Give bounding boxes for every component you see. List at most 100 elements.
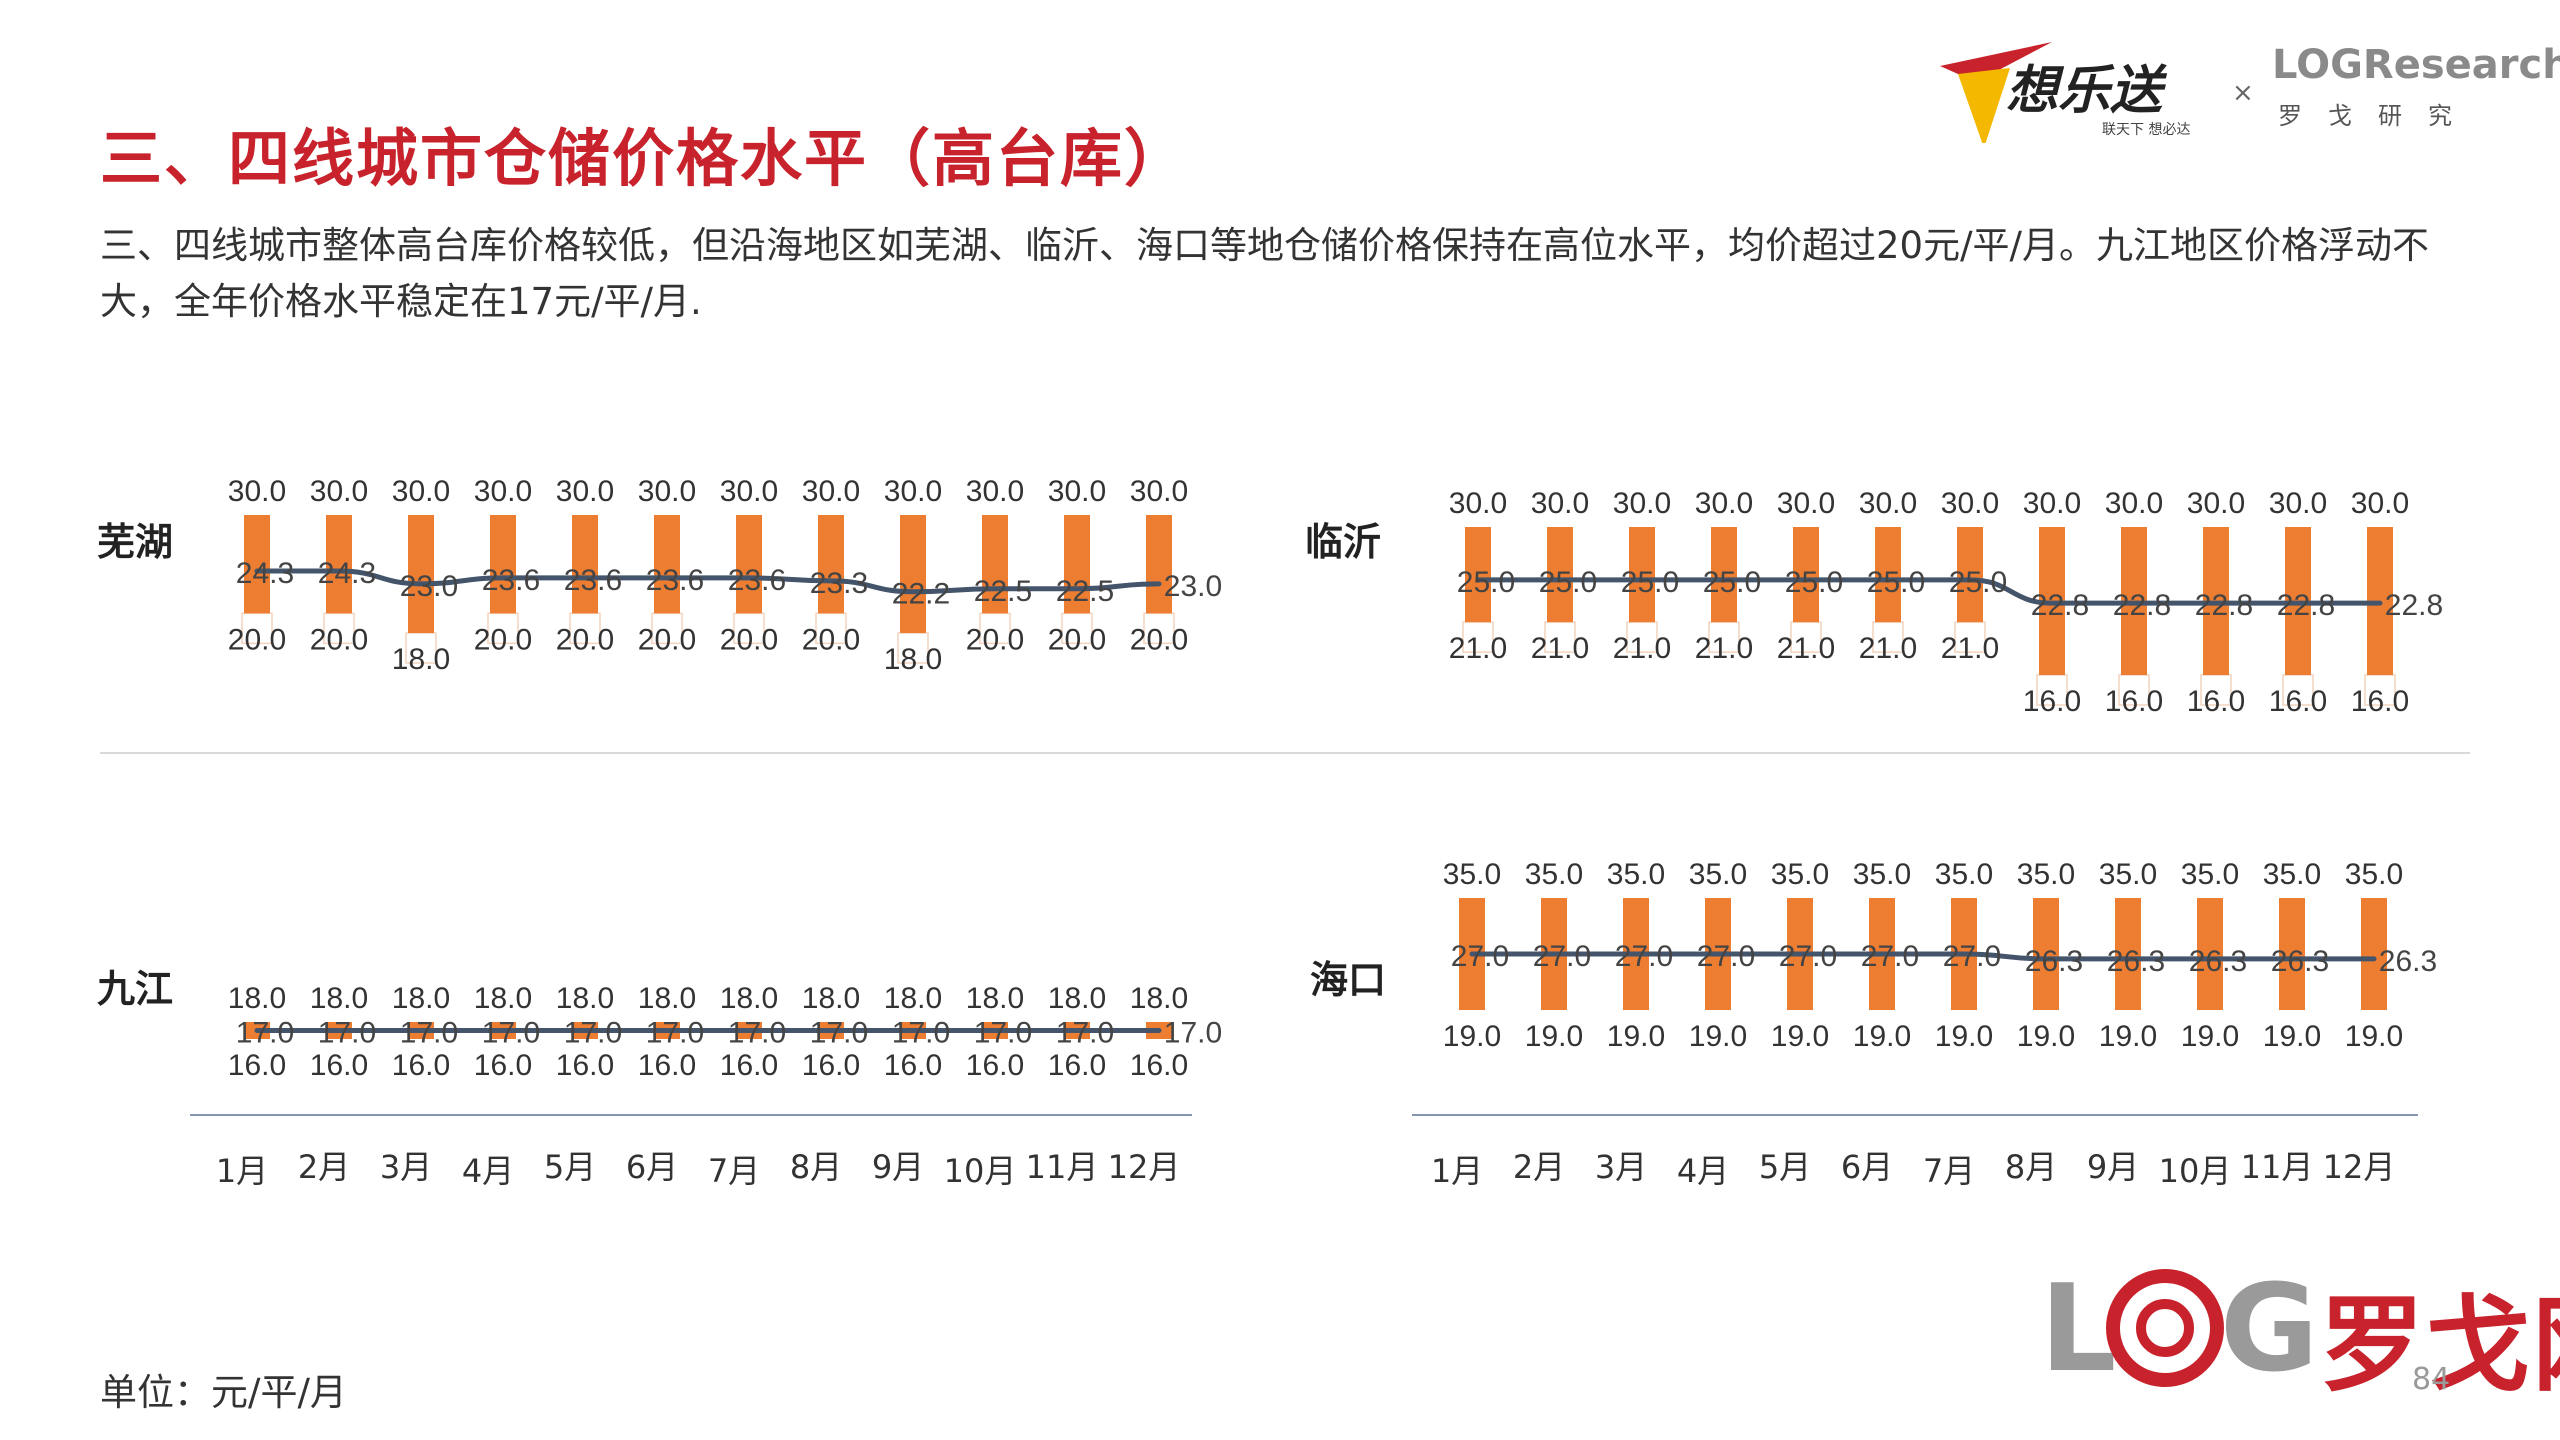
chart-3: 九江 18.016.017.018.016.017.018.016.017.018… <box>97 967 1222 1190</box>
logo-times: × <box>2232 78 2254 108</box>
bar <box>1629 527 1655 623</box>
month-tick: 7月 <box>708 1152 760 1190</box>
label-low: 20.0 <box>966 623 1024 656</box>
label-high: 18.0 <box>802 982 860 1015</box>
label-high: 18.0 <box>1130 982 1188 1015</box>
label-avg: 17.0 <box>892 1017 950 1050</box>
month-tick: 7月 <box>1923 1152 1975 1190</box>
month-tick: 2月 <box>298 1148 350 1186</box>
label-avg: 22.8 <box>2385 589 2443 622</box>
label-avg: 17.0 <box>646 1017 704 1050</box>
svg-text:L: L <box>2040 1260 2116 1399</box>
chart-1: 芜湖 30.0 20.0 24.3 30.0 20.0 24.3 30.0 18.0 23.0 30… <box>97 475 1222 676</box>
month-tick: 5月 <box>544 1148 596 1186</box>
label-avg: 17.0 <box>728 1017 786 1050</box>
bar <box>2115 898 2141 1010</box>
bar <box>1547 527 1573 623</box>
label-low: 19.0 <box>1689 1020 1747 1053</box>
label-avg: 25.0 <box>1621 566 1679 599</box>
label-avg: 22.5 <box>974 575 1032 608</box>
label-low: 16.0 <box>228 1049 286 1082</box>
label-low: 19.0 <box>1853 1020 1911 1053</box>
label-high: 35.0 <box>2017 858 2075 891</box>
label-high: 30.0 <box>2187 487 2245 520</box>
label-avg: 17.0 <box>482 1017 540 1050</box>
bar <box>2361 898 2387 1010</box>
label-high: 18.0 <box>556 982 614 1015</box>
label-avg: 22.5 <box>1056 575 1114 608</box>
month-tick: 8月 <box>2005 1148 2057 1186</box>
month-tick: 4月 <box>1677 1152 1729 1190</box>
unit-label: 单位：元/平/月 <box>100 1371 347 1414</box>
city-label: 临沂 <box>1305 520 1381 564</box>
label-avg: 17.0 <box>400 1017 458 1050</box>
label-avg: 22.8 <box>2195 589 2253 622</box>
label-high: 35.0 <box>2181 858 2239 891</box>
label-low: 16.0 <box>884 1049 942 1082</box>
page-number: 84 <box>2412 1362 2451 1397</box>
month-tick: 4月 <box>462 1152 514 1190</box>
label-avg: 22.8 <box>2113 589 2171 622</box>
bar <box>900 515 926 633</box>
label-low: 20.0 <box>1048 623 1106 656</box>
label-high: 30.0 <box>966 475 1024 508</box>
label-high: 30.0 <box>556 475 614 508</box>
label-avg: 27.0 <box>1533 940 1591 973</box>
label-high: 30.0 <box>2269 487 2327 520</box>
label-low: 20.0 <box>720 623 778 656</box>
label-low: 16.0 <box>2269 685 2327 718</box>
label-avg: 27.0 <box>1779 940 1837 973</box>
log-watermark: L G 罗戈网 <box>2040 1250 2560 1410</box>
label-low: 20.0 <box>1130 623 1188 656</box>
bar <box>1064 515 1090 614</box>
bar <box>2279 898 2305 1010</box>
label-avg: 27.0 <box>1697 940 1755 973</box>
label-avg: 17.0 <box>1056 1017 1114 1050</box>
label-low: 21.0 <box>1941 632 1999 665</box>
label-avg: 27.0 <box>1861 940 1919 973</box>
xianglesong-logo: 想乐送 联天下 想必达 <box>1940 38 2210 148</box>
label-high: 18.0 <box>228 982 286 1015</box>
label-high: 35.0 <box>1443 858 1501 891</box>
label-avg: 26.3 <box>2271 945 2329 978</box>
month-tick: 9月 <box>872 1148 924 1186</box>
bar <box>818 515 844 614</box>
label-high: 30.0 <box>2105 487 2163 520</box>
label-low: 16.0 <box>474 1049 532 1082</box>
bar <box>1793 527 1819 623</box>
month-tick: 5月 <box>1759 1148 1811 1186</box>
label-high: 18.0 <box>310 982 368 1015</box>
avg-line <box>1469 951 2377 962</box>
label-low: 16.0 <box>392 1049 450 1082</box>
label-low: 16.0 <box>1130 1049 1188 1082</box>
label-avg: 23.3 <box>810 567 868 600</box>
label-avg: 26.3 <box>2107 945 2165 978</box>
label-avg: 17.0 <box>974 1017 1032 1050</box>
page-description: 三、四线城市整体高台库价格较低，但沿海地区如芜湖、临沂、海口等地仓储价格保持在高… <box>100 224 2430 323</box>
label-avg: 25.0 <box>1703 566 1761 599</box>
label-high: 35.0 <box>1525 858 1583 891</box>
label-high: 30.0 <box>474 475 532 508</box>
label-avg: 27.0 <box>1943 940 2001 973</box>
label-avg: 27.0 <box>1451 940 1509 973</box>
label-avg: 24.3 <box>318 557 376 590</box>
month-tick: 10月 <box>944 1152 1017 1190</box>
label-low: 16.0 <box>966 1049 1024 1082</box>
logo-right-text: LOGResearch <box>2272 42 2560 88</box>
label-high: 30.0 <box>638 475 696 508</box>
avg-line <box>1475 577 2383 606</box>
label-high: 18.0 <box>884 982 942 1015</box>
bar <box>490 515 516 614</box>
label-avg: 23.0 <box>400 570 458 603</box>
label-high: 30.0 <box>1859 487 1917 520</box>
month-tick: 12月 <box>2323 1148 2396 1186</box>
bar <box>2033 898 2059 1010</box>
month-tick: 9月 <box>2087 1148 2139 1186</box>
label-high: 30.0 <box>1695 487 1753 520</box>
label-avg: 26.3 <box>2025 945 2083 978</box>
bar <box>1465 527 1491 623</box>
label-avg: 25.0 <box>1785 566 1843 599</box>
label-avg: 24.3 <box>236 557 294 590</box>
label-low: 20.0 <box>556 623 614 656</box>
